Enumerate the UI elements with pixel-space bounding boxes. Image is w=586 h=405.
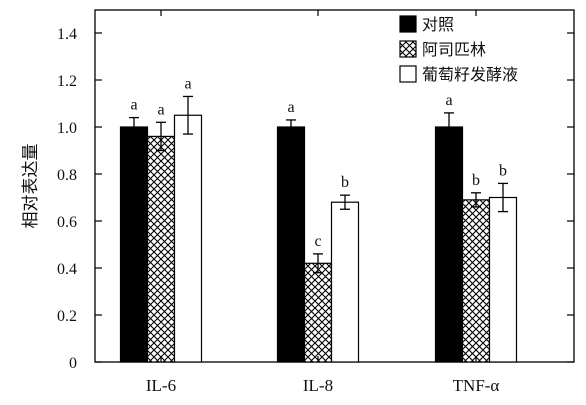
bar bbox=[330, 201, 360, 363]
legend-label: 阿司匹林 bbox=[422, 40, 486, 59]
y-tick-label: 1.0 bbox=[57, 120, 77, 137]
legend-swatch bbox=[399, 40, 417, 58]
bar bbox=[119, 126, 149, 363]
bar bbox=[461, 199, 491, 363]
significance-label: c bbox=[314, 233, 321, 250]
bar bbox=[146, 135, 176, 363]
significance-label: a bbox=[445, 92, 452, 109]
legend-label: 葡萄籽发酵液 bbox=[422, 65, 518, 84]
significance-label: a bbox=[184, 75, 191, 92]
x-axis: IL-6 IL-8 TNF-α bbox=[146, 10, 500, 395]
significance-label: a bbox=[130, 97, 137, 114]
bar bbox=[488, 196, 518, 363]
y-tick-label: 1.2 bbox=[57, 73, 77, 90]
legend-swatch bbox=[399, 65, 417, 83]
y-axis-label: 相对表达量 bbox=[21, 144, 41, 229]
bar bbox=[434, 126, 464, 363]
y-tick-label: 0.8 bbox=[57, 167, 77, 184]
y-tick-label: 1.4 bbox=[57, 26, 77, 43]
significance-label: a bbox=[157, 101, 164, 118]
y-tick-label: 0 bbox=[69, 355, 77, 372]
bar bbox=[303, 262, 333, 363]
significance-label: a bbox=[287, 99, 294, 116]
x-tick-label: TNF-α bbox=[453, 376, 500, 395]
bars: a a a a c b a b b bbox=[119, 75, 518, 363]
significance-label: b bbox=[472, 172, 480, 189]
bar bbox=[173, 114, 203, 363]
y-tick-label: 0.2 bbox=[57, 308, 77, 325]
legend-label: 对照 bbox=[422, 15, 454, 34]
bar bbox=[276, 126, 306, 363]
significance-label: b bbox=[341, 174, 349, 191]
significance-label: b bbox=[499, 162, 507, 179]
x-tick-label: IL-8 bbox=[303, 376, 333, 395]
y-tick-label: 0.6 bbox=[57, 214, 77, 231]
legend-swatch bbox=[399, 15, 417, 33]
x-tick-label: IL-6 bbox=[146, 376, 176, 395]
y-axis: 0 0.2 0.4 0.6 0.8 1.0 1.2 1.4 bbox=[57, 26, 574, 372]
y-tick-label: 0.4 bbox=[57, 261, 77, 278]
